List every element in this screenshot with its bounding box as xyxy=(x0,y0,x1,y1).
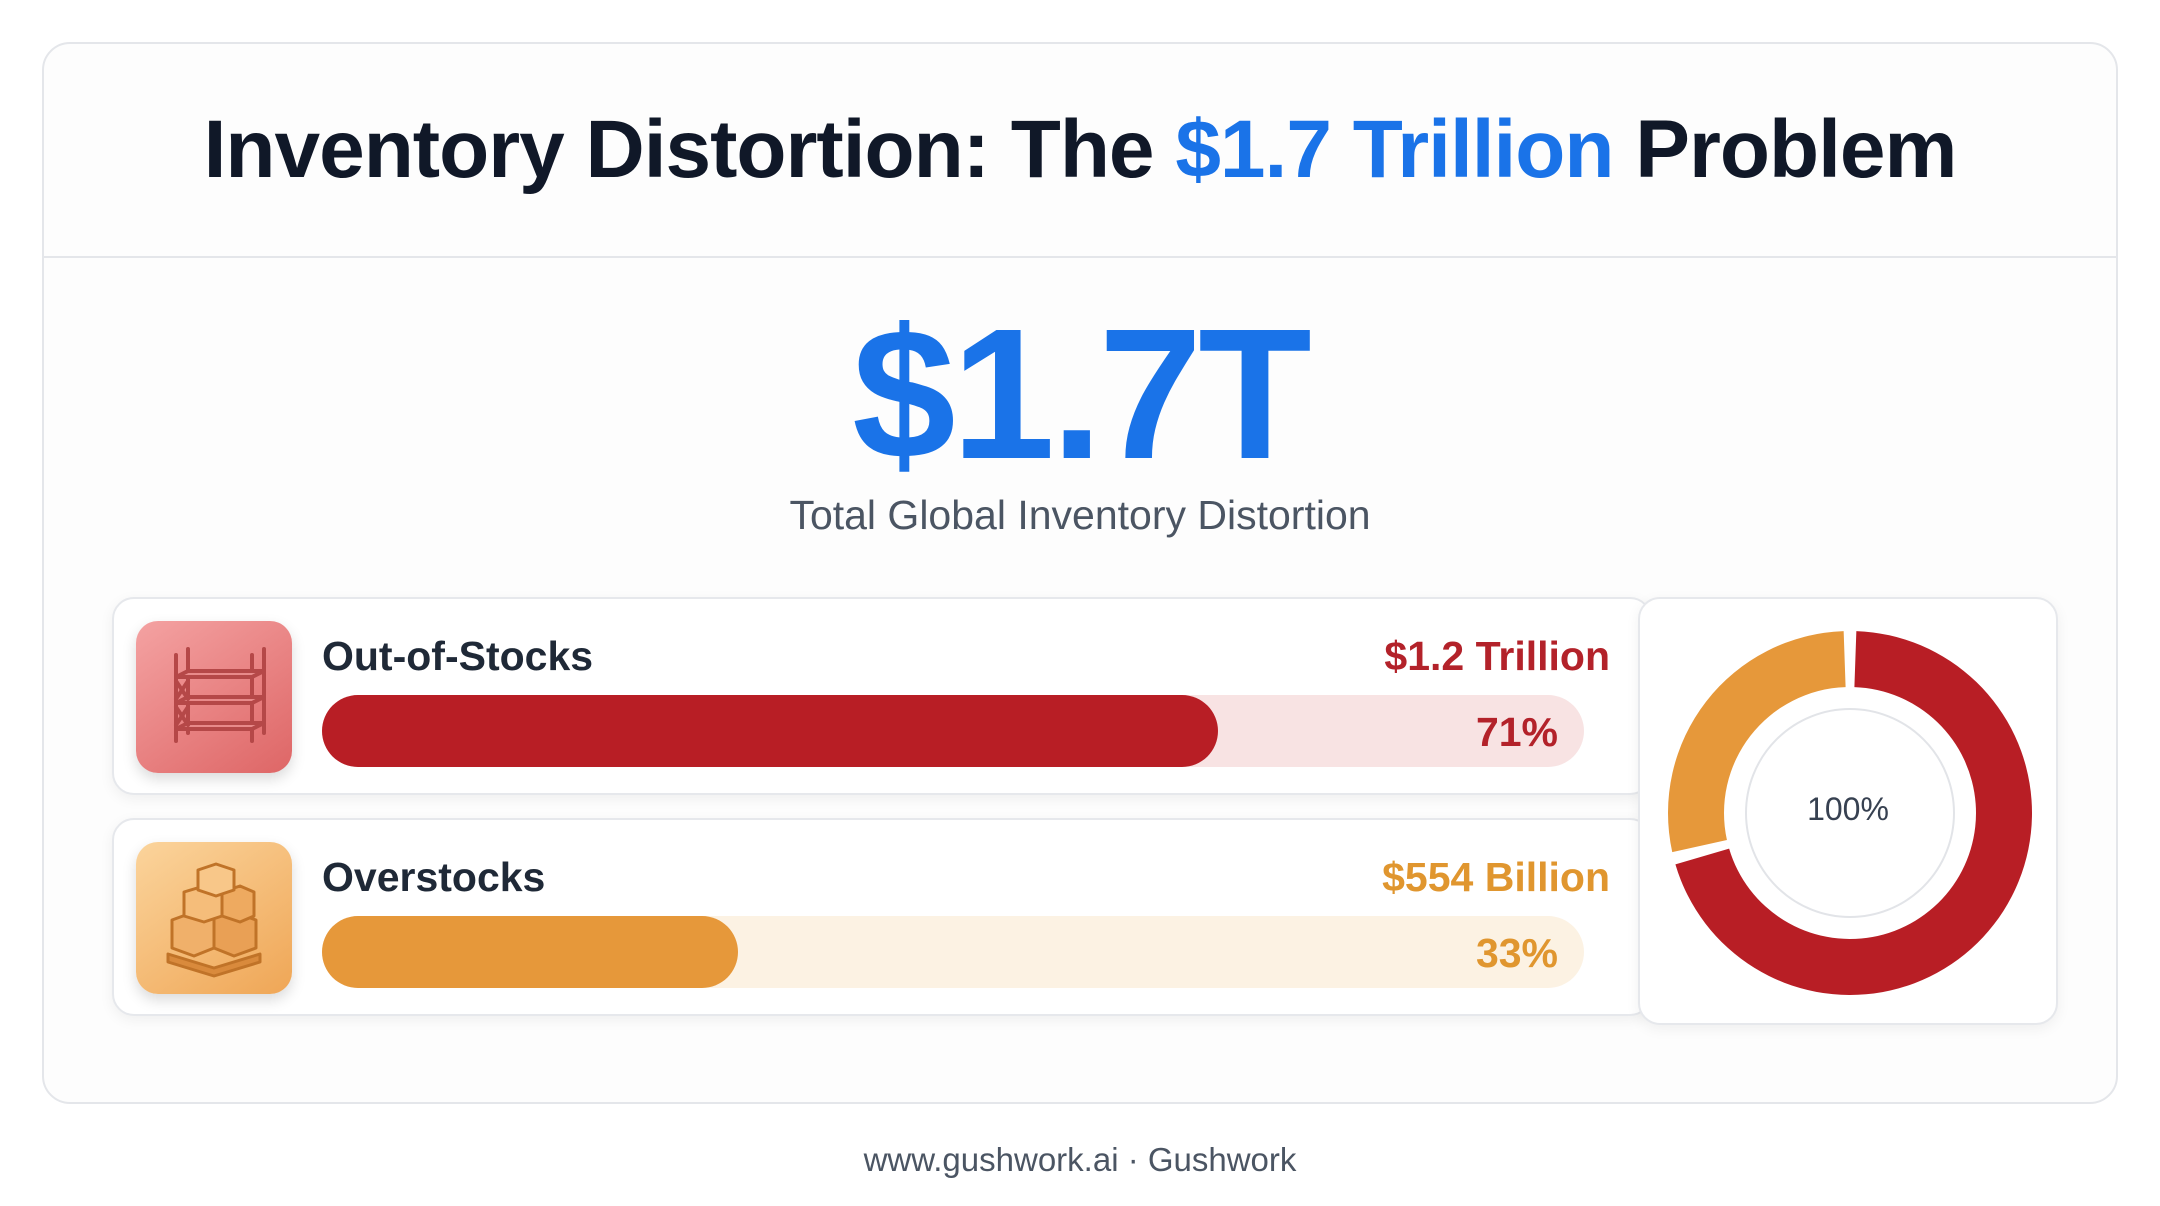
footer-credit: www.gushwork.ai · Gushwork xyxy=(863,1141,1297,1178)
donut-chart xyxy=(1668,631,2032,995)
donut-slice-1 xyxy=(1668,631,1846,853)
page-title: Inventory Distortion: The $1.7 Trillion … xyxy=(203,103,1958,197)
title-accent: $1.7 Trillion xyxy=(1175,104,1614,195)
overstocks-label: Overstocks xyxy=(322,854,546,900)
overstocks-row: Overstocks $554 Billion 33% xyxy=(112,818,1652,1016)
donut-center-label: 100% xyxy=(1807,791,1889,827)
title-prefix: Inventory Distortion: The xyxy=(203,104,1176,195)
hero-label: Total Global Inventory Distortion xyxy=(789,492,1371,538)
donut-chart-card: 100% xyxy=(1638,597,2058,1025)
out-of-stocks-amount: $1.2 Trillion xyxy=(1384,633,1610,679)
hero-value: $1.7T xyxy=(852,291,1312,498)
donut-slice-0 xyxy=(1675,631,2032,995)
out-of-stocks-percent: 71% xyxy=(1475,709,1558,755)
header: Inventory Distortion: The $1.7 Trillion … xyxy=(44,44,2116,258)
warehouse-shelf-icon xyxy=(136,621,292,773)
out-of-stocks-label: Out-of-Stocks xyxy=(322,633,594,679)
box-pallet-icon xyxy=(136,842,292,994)
overstocks-bar xyxy=(322,916,739,988)
out-of-stocks-bar-track: 71% xyxy=(322,695,1584,767)
overstocks-amount: $554 Billion xyxy=(1382,854,1610,900)
title-suffix: Problem xyxy=(1613,104,1957,195)
overstocks-percent: 33% xyxy=(1475,930,1558,976)
out-of-stocks-row: Out-of-Stocks $1.2 Trillion 71% xyxy=(112,597,1652,795)
donut-inner-ring xyxy=(1745,708,1955,918)
overstocks-bar-track: 33% xyxy=(322,916,1584,988)
infographic-card: Inventory Distortion: The $1.7 Trillion … xyxy=(42,42,2118,1104)
out-of-stocks-bar xyxy=(322,695,1219,767)
